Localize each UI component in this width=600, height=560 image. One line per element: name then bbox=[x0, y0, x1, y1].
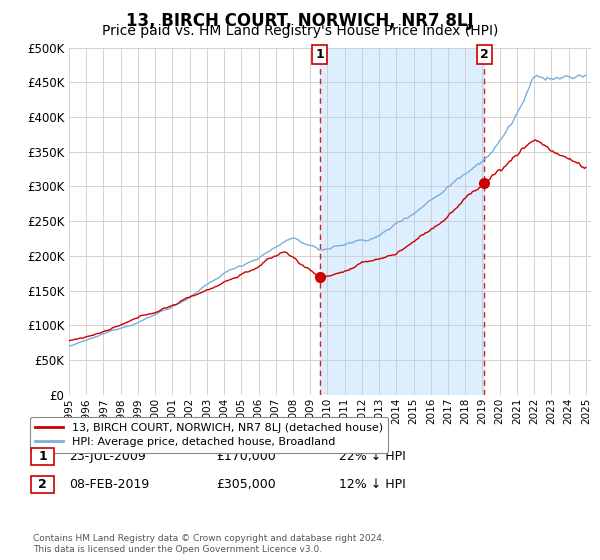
Text: Contains HM Land Registry data © Crown copyright and database right 2024.
This d: Contains HM Land Registry data © Crown c… bbox=[33, 534, 385, 554]
Text: 1: 1 bbox=[38, 450, 47, 463]
Legend: 13, BIRCH COURT, NORWICH, NR7 8LJ (detached house), HPI: Average price, detached: 13, BIRCH COURT, NORWICH, NR7 8LJ (detac… bbox=[29, 417, 388, 452]
Text: 22% ↓ HPI: 22% ↓ HPI bbox=[339, 450, 406, 463]
Text: 2: 2 bbox=[38, 478, 47, 491]
Text: 13, BIRCH COURT, NORWICH, NR7 8LJ: 13, BIRCH COURT, NORWICH, NR7 8LJ bbox=[126, 12, 474, 30]
Text: 1: 1 bbox=[315, 48, 324, 61]
Text: 2: 2 bbox=[480, 48, 488, 61]
Text: Price paid vs. HM Land Registry's House Price Index (HPI): Price paid vs. HM Land Registry's House … bbox=[102, 24, 498, 38]
Bar bbox=[320, 48, 484, 395]
Text: £305,000: £305,000 bbox=[216, 478, 276, 491]
Text: 12% ↓ HPI: 12% ↓ HPI bbox=[339, 478, 406, 491]
Text: 08-FEB-2019: 08-FEB-2019 bbox=[69, 478, 149, 491]
Text: 23-JUL-2009: 23-JUL-2009 bbox=[69, 450, 146, 463]
Text: £170,000: £170,000 bbox=[216, 450, 276, 463]
